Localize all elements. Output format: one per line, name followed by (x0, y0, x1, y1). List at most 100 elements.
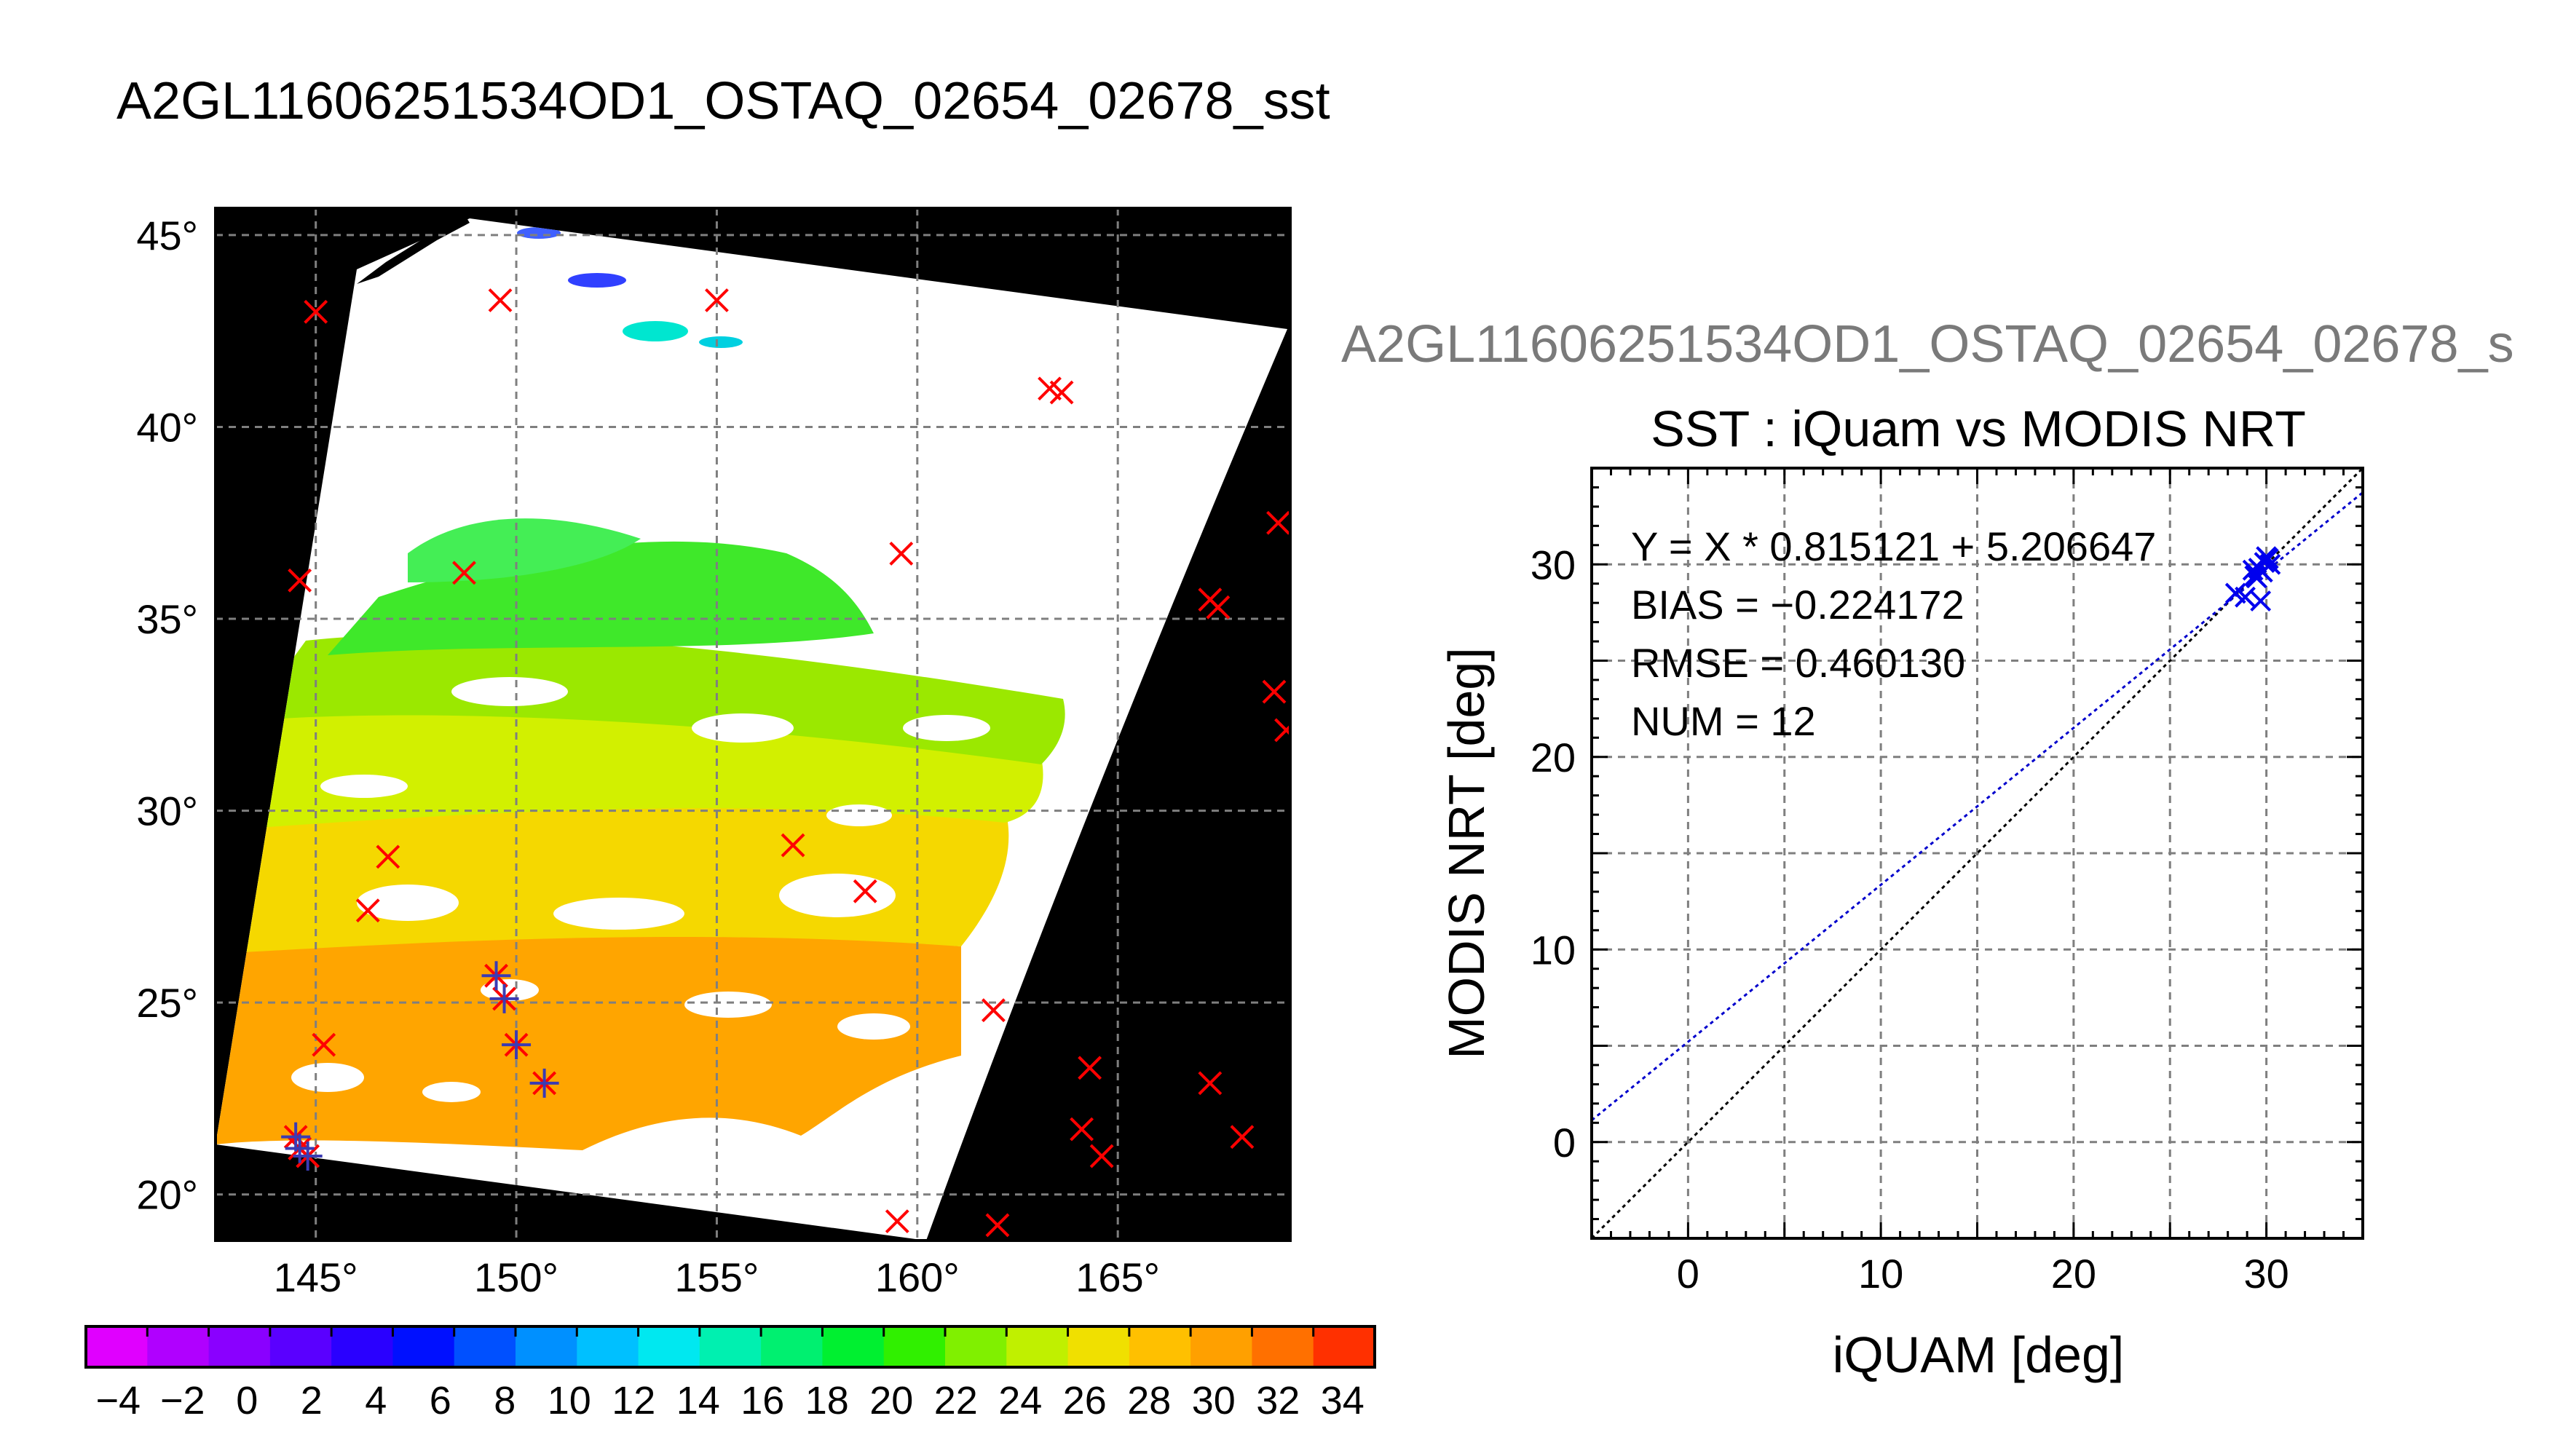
colorbar-tick-label: 24 (998, 1379, 1042, 1423)
stat-fit: Y = X * 0.815121 + 5.206647 (1631, 523, 2156, 569)
colorbar-swatch (1067, 1326, 1130, 1367)
sst-band-20 (328, 541, 874, 655)
colorbar-swatch (577, 1326, 639, 1367)
iquam-point-marker (288, 568, 312, 593)
iquam-point-marker (1070, 1117, 1094, 1142)
matched-point-marker (281, 1122, 311, 1152)
scatter-y-tick-label: 10 (1531, 927, 1576, 973)
colorbar-tick-label: 18 (805, 1379, 849, 1423)
iquam-point-marker (312, 1032, 336, 1057)
coastline (357, 217, 470, 284)
map-x-tick-label: 150° (474, 1254, 558, 1300)
scatter-x-tick-label: 20 (2051, 1251, 2096, 1297)
map-x-tick-label: 165° (1075, 1254, 1160, 1300)
sst-band-24 (248, 634, 1065, 764)
iquam-point-marker (1266, 510, 1290, 535)
iquam-point-marker (1078, 1056, 1102, 1080)
matched-point-marker (293, 1142, 323, 1171)
iquam-point-marker (1049, 380, 1074, 405)
sst-map-panel: 145° 150° 155° 160° 165° 20° 25° 30° 35° 40° 45° (136, 207, 1292, 1300)
scatter-grid (1592, 468, 2363, 1238)
colorbar-swatch (1252, 1326, 1314, 1367)
map-y-tick-label: 40° (136, 404, 198, 450)
scatter-y-tick-label: 0 (1553, 1120, 1576, 1166)
iquam-point-marker (488, 288, 513, 312)
colorbar-tick-label: 34 (1321, 1379, 1365, 1423)
scatter-lines (1592, 468, 2363, 1238)
colorbar-swatch (454, 1326, 516, 1367)
colorbar-swatch (208, 1326, 271, 1367)
iquam-point-marker (889, 542, 914, 566)
colorbar-swatch (516, 1326, 578, 1367)
sst-blob-blue (568, 273, 626, 288)
scatter-ticks: 0 10 20 30 0 10 20 30 (1531, 468, 2363, 1297)
colorbar-tick-label: 6 (430, 1379, 451, 1423)
colorbar-swatch (147, 1326, 210, 1367)
map-y-tick-label: 20° (136, 1172, 198, 1218)
colorbar-tick-label: 10 (548, 1379, 591, 1423)
iquam-point-marker (1206, 595, 1231, 620)
iquam-point-marker (1230, 1125, 1255, 1150)
map-y-tick-label: 25° (136, 980, 198, 1026)
colorbar-tick-label: 32 (1256, 1379, 1300, 1423)
scatter-point (2250, 590, 2272, 612)
sst-band-20b (408, 518, 641, 582)
colorbar-swatch (331, 1326, 394, 1367)
scatter-figure-title: A2GL11606251534OD1_OSTAQ_02654_02678_s (1341, 315, 2514, 373)
colorbar-tick-label: 16 (741, 1379, 784, 1423)
matched-point-marker (285, 1133, 315, 1163)
scatter-x-tick-label: 30 (2243, 1251, 2289, 1297)
scatter-stats: Y = X * 0.815121 + 5.206647 BIAS = −0.22… (1631, 523, 2156, 744)
iquam-point-marker (376, 844, 400, 869)
iquam-point-marker (1089, 1144, 1114, 1168)
colorbar-tick-label: 4 (365, 1379, 387, 1423)
scatter-title: SST : iQuam vs MODIS NRT (1651, 400, 2306, 457)
matched-point-marker (529, 1068, 559, 1098)
colorbar-tick-label: 30 (1192, 1379, 1236, 1423)
colorbar-tick-label: 8 (494, 1379, 516, 1423)
colorbar-swatch (945, 1326, 1008, 1367)
colorbar-swatch (761, 1326, 824, 1367)
map-x-tick-label: 145° (274, 1254, 358, 1300)
map-grid (216, 208, 1290, 1241)
iquam-point-marker (885, 1209, 909, 1234)
stat-num: NUM = 12 (1631, 698, 1816, 744)
iquam-point-marker (705, 288, 729, 312)
scatter-x-tick-label: 10 (1858, 1251, 1903, 1297)
sst-fields (216, 227, 1065, 1150)
scatter-x-tick-label: 0 (1677, 1251, 1699, 1297)
stat-bias: BIAS = −0.224172 (1631, 582, 1964, 628)
sst-colorbar: −4 −2 0 2 4 6 8 10 12 14 16 18 20 22 24 26 28 30 32 34 (84, 1325, 1376, 1423)
sst-blob-cyan2 (699, 336, 743, 348)
iquam-point-marker (853, 879, 877, 903)
colorbar-frame (84, 1325, 1376, 1369)
iquam-point-marker (355, 898, 380, 923)
sst-blob-cyan (623, 321, 688, 341)
colorbar-swatch (638, 1326, 700, 1367)
map-markers (281, 288, 1290, 1238)
iquam-point-marker (982, 998, 1006, 1023)
map-y-tick-label: 30° (136, 788, 198, 834)
scatter-point (2244, 565, 2266, 587)
matched-point-marker (502, 1030, 532, 1060)
map-y-tick-label: 45° (136, 213, 198, 258)
colorbar-tick-label: 20 (869, 1379, 913, 1423)
colorbar-swatch (883, 1326, 946, 1367)
matched-point-marker (489, 984, 519, 1013)
colorbar-swatch (1190, 1326, 1253, 1367)
scatter-y-tick-label: 30 (1531, 542, 1576, 587)
map-x-tick-label: 155° (675, 1254, 759, 1300)
iquam-point-marker (304, 299, 328, 324)
colorbar-tick-label: 0 (236, 1379, 258, 1423)
colorbar-tick-label: 14 (676, 1379, 720, 1423)
sst-scatter-panel: SST : iQuam vs MODIS NRT 0 10 20 300102030 … (1438, 400, 2364, 1383)
colorbar-swatch (1313, 1326, 1375, 1367)
map-x-tick-label: 160° (875, 1254, 960, 1300)
colorbar-swatch (1129, 1326, 1192, 1367)
cloud-holes (291, 677, 990, 1102)
scatter-point (2257, 547, 2279, 569)
colorbar-tick-label: 12 (612, 1379, 655, 1423)
map-y-tick-label: 35° (136, 596, 198, 642)
colorbar-tick-label: 22 (934, 1379, 978, 1423)
